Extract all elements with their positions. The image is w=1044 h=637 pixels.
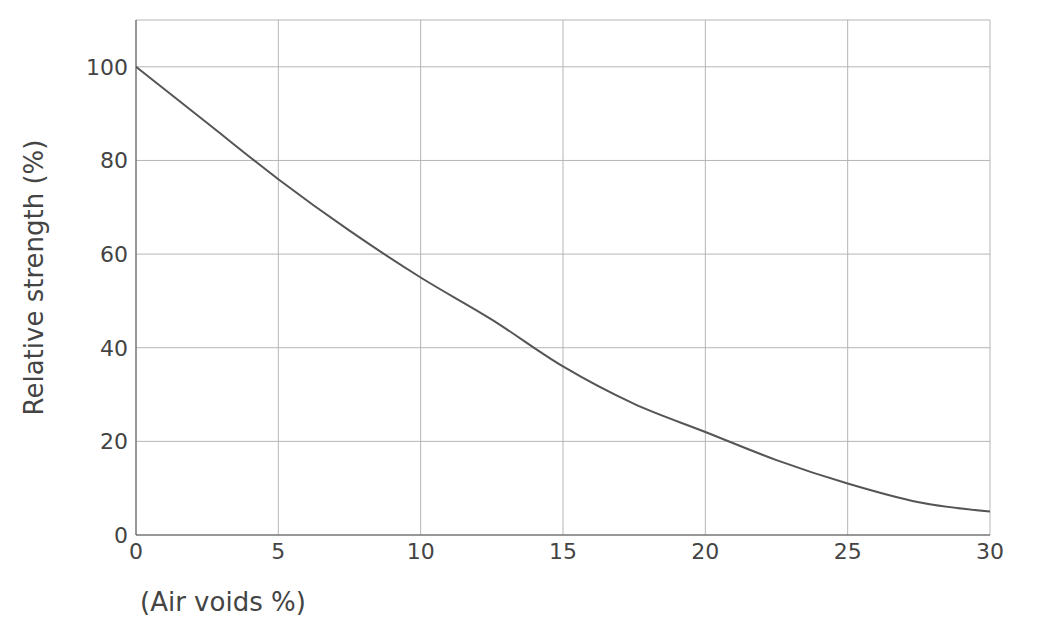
svg-text:20: 20	[691, 539, 719, 564]
svg-text:0: 0	[114, 523, 128, 548]
svg-text:25: 25	[834, 539, 862, 564]
svg-text:20: 20	[100, 429, 128, 454]
svg-text:10: 10	[407, 539, 435, 564]
svg-text:Relative strength (%): Relative strength (%)	[19, 140, 49, 416]
svg-text:100: 100	[86, 55, 128, 80]
svg-text:5: 5	[271, 539, 285, 564]
svg-text:0: 0	[129, 539, 143, 564]
svg-text:30: 30	[976, 539, 1004, 564]
svg-text:15: 15	[549, 539, 577, 564]
svg-text:80: 80	[100, 148, 128, 173]
svg-text:(Air voids %): (Air voids %)	[140, 587, 306, 617]
svg-text:60: 60	[100, 242, 128, 267]
svg-text:40: 40	[100, 336, 128, 361]
